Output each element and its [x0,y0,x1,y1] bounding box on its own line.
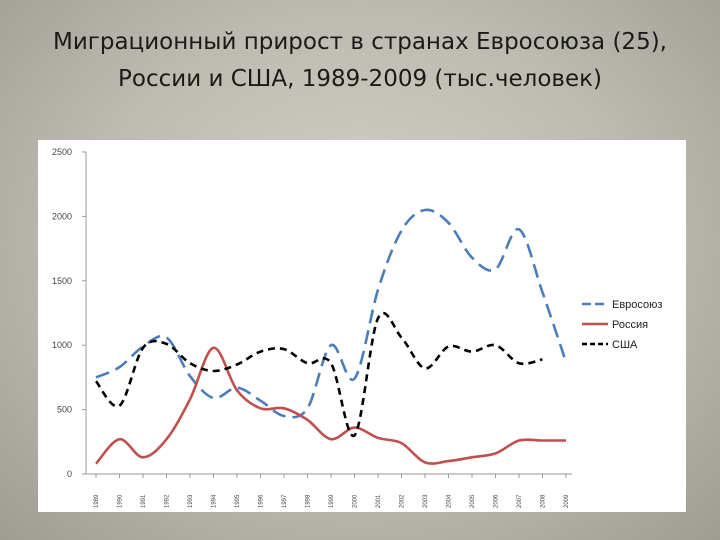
legend-label-2: Россия [612,319,648,331]
y-tick-label: 1500 [52,276,72,286]
x-tick-label: 2000 [353,494,359,508]
legend-label-1: Евросоюз [612,299,662,311]
y-tick-label: 2500 [52,147,72,157]
y-tick-label: 500 [57,405,72,415]
series-line-1 [95,208,568,419]
series-line-3 [94,311,543,437]
x-tick-label: 2009 [564,494,570,508]
x-tick-label: 1997 [282,494,288,508]
x-tick-label: 1990 [118,494,124,508]
x-tick-label: 2005 [470,494,476,508]
x-tick-label: 1989 [94,494,100,508]
x-tick-label: 2004 [447,494,453,508]
legend-label-3: США [612,339,638,351]
slide-title-line2: России и США, 1989-2009 (тыс.человек) [118,66,602,92]
x-tick-label: 2003 [423,494,429,508]
x-tick-label: 2008 [541,494,547,508]
x-tick-label: 2007 [517,494,523,508]
y-tick-label: 0 [67,469,72,479]
chart-panel: 0 500 1000 1500 2000 2500 1989 1990 1991 1992 1993… [38,140,686,512]
x-tick-label: 1993 [188,494,194,508]
x-tick-label: 1991 [141,494,147,508]
x-tick-label: 2006 [494,494,500,508]
y-tick-label: 1000 [52,340,72,350]
slide-title: Миграционный прирост в странах Евросоюза… [0,24,720,98]
x-tick-label: 1998 [306,494,312,508]
x-tick-label: 1999 [329,494,335,508]
x-tick-label: 1995 [235,494,241,508]
x-tick-label: 2002 [400,494,406,508]
slide-title-line1: Миграционный прирост в странах Евросоюза… [52,29,667,55]
x-tick-label: 1992 [165,494,171,508]
y-tick-label: 2000 [52,211,72,221]
x-tick-label: 1996 [259,494,265,508]
line-chart: 0 500 1000 1500 2000 2500 1989 1990 1991 1992 1993… [52,147,662,508]
series-line-2 [95,346,566,465]
x-tick-label: 2001 [376,494,382,508]
x-tick-label: 1994 [212,494,218,508]
